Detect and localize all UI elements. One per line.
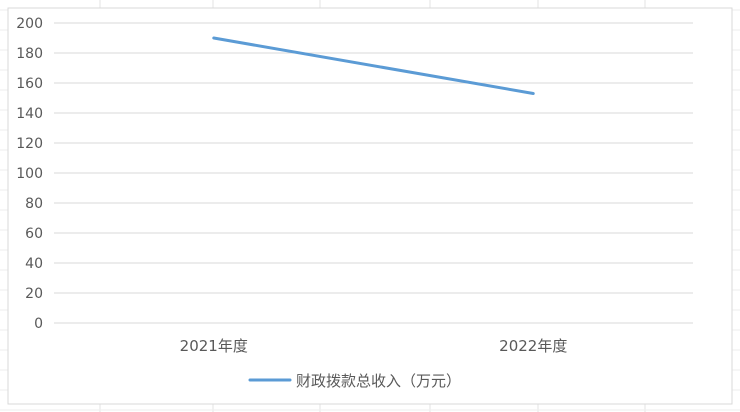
legend-label: 财政拨款总收入（万元）: [296, 372, 461, 390]
y-tick-label: 20: [25, 286, 43, 302]
y-tick-label: 200: [16, 16, 43, 32]
x-axis-category-labels: 2021年度 2022年度: [180, 337, 568, 355]
x-category-label: 2021年度: [180, 337, 248, 355]
y-tick-label: 60: [25, 226, 43, 242]
series-layer: [212, 36, 535, 95]
y-tick-label: 180: [16, 46, 43, 62]
y-tick-label: 120: [16, 136, 43, 152]
y-tick-label: 140: [16, 106, 43, 122]
y-tick-label: 80: [25, 196, 43, 212]
series-line: [212, 36, 535, 95]
legend: 财政拨款总收入（万元）: [248, 372, 461, 390]
y-tick-label: 100: [16, 166, 43, 182]
x-category-label: 2022年度: [499, 337, 567, 355]
y-axis-tick-labels: 0 20 40 60 80 100 120 140 160 180 200: [16, 16, 43, 332]
y-gridlines: [54, 22, 693, 324]
y-tick-label: 0: [34, 316, 43, 332]
y-tick-label: 160: [16, 76, 43, 92]
y-tick-label: 40: [25, 256, 43, 272]
chart-area-background: [7, 7, 733, 405]
